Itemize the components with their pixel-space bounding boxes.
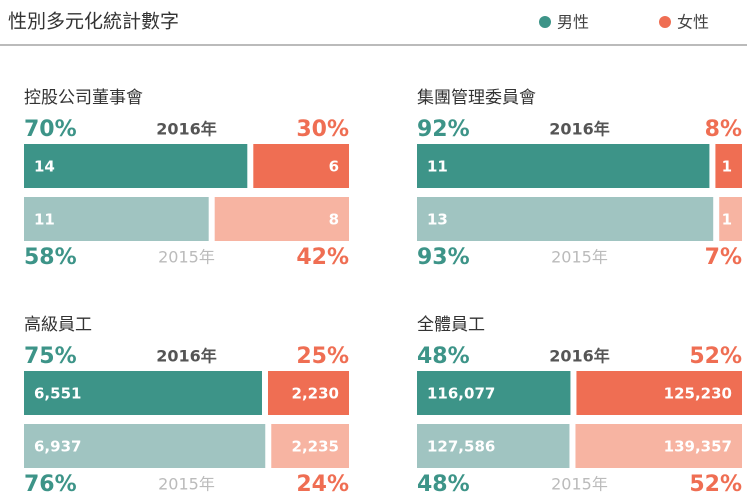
- bar-value-label: 6,551: [34, 385, 81, 403]
- legend-label: 男性: [557, 13, 589, 32]
- bar-segment: [24, 371, 262, 415]
- bar-segment: [24, 424, 266, 468]
- share-label: 24%: [296, 472, 349, 497]
- year-label: 2015年: [551, 248, 608, 267]
- bar-segment: [417, 144, 710, 188]
- share-label: 48%: [417, 472, 470, 497]
- share-label: 58%: [24, 245, 77, 270]
- year-label: 2016年: [549, 120, 610, 139]
- bar-value-label: 139,357: [664, 438, 732, 456]
- year-label: 2015年: [551, 475, 608, 494]
- share-label: 52%: [689, 472, 742, 497]
- year-label: 2015年: [158, 248, 215, 267]
- bar-segment: [575, 424, 742, 468]
- bar-value-label: 2,230: [292, 385, 339, 403]
- share-label: 92%: [417, 117, 470, 142]
- bar-value-label: 1: [722, 158, 732, 176]
- share-label: 7%: [705, 245, 742, 270]
- share-label: 76%: [24, 472, 77, 497]
- panel-title: 高級員工: [24, 315, 92, 335]
- legend-swatch: [539, 16, 551, 28]
- bar-value-label: 2,235: [292, 438, 339, 456]
- year-label: 2016年: [549, 347, 610, 366]
- share-label: 42%: [296, 245, 349, 270]
- bar-value-label: 11: [34, 211, 55, 229]
- bar-segment: [417, 197, 714, 241]
- bar-value-label: 1: [722, 211, 732, 229]
- bar-segment: [24, 144, 248, 188]
- bar-segment: [576, 371, 742, 415]
- share-label: 30%: [296, 117, 349, 142]
- bar-value-label: 13: [427, 211, 448, 229]
- year-label: 2016年: [156, 120, 217, 139]
- bar-segment: [214, 197, 349, 241]
- bar-value-label: 6: [329, 158, 339, 176]
- legend-label: 女性: [677, 13, 709, 32]
- share-label: 52%: [689, 344, 742, 369]
- page-title: 性別多元化統計數字: [8, 11, 179, 33]
- bar-segment: [24, 197, 209, 241]
- bar-segment: [715, 144, 742, 188]
- year-label: 2015年: [158, 475, 215, 494]
- bar-segment: [253, 144, 349, 188]
- bar-value-label: 11: [427, 158, 448, 176]
- panel-title: 集團管理委員會: [417, 88, 536, 108]
- share-label: 8%: [705, 117, 742, 142]
- share-label: 25%: [296, 344, 349, 369]
- bar-value-label: 125,230: [664, 385, 732, 403]
- share-label: 93%: [417, 245, 470, 270]
- share-label: 48%: [417, 344, 470, 369]
- panel-title: 全體員工: [417, 315, 485, 335]
- bar-value-label: 6,937: [34, 438, 81, 456]
- legend-swatch: [659, 16, 671, 28]
- bar-value-label: 14: [34, 158, 55, 176]
- share-label: 70%: [24, 117, 77, 142]
- share-label: 75%: [24, 344, 77, 369]
- bar-value-label: 116,077: [427, 385, 495, 403]
- bar-segment: [417, 424, 570, 468]
- bar-value-label: 8: [329, 211, 339, 229]
- bar-segment: [719, 197, 742, 241]
- panel-title: 控股公司董事會: [24, 88, 143, 108]
- bar-segment: [267, 371, 349, 415]
- year-label: 2016年: [156, 347, 217, 366]
- bar-value-label: 127,586: [427, 438, 495, 456]
- bar-segment: [271, 424, 349, 468]
- bar-segment: [417, 371, 571, 415]
